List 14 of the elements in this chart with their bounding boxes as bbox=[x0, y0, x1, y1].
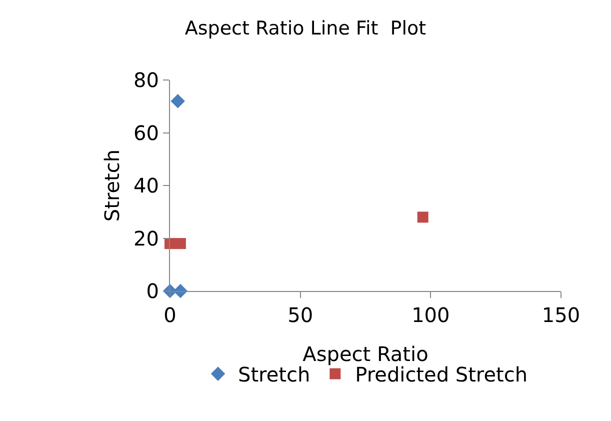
y-tick-label: 0 bbox=[146, 279, 159, 303]
chart-title: Aspect Ratio Line Fit Plot bbox=[184, 17, 426, 40]
x-tick-label: 150 bbox=[542, 303, 580, 327]
point bbox=[174, 238, 186, 250]
y-tick-label: 40 bbox=[134, 174, 159, 198]
point bbox=[170, 94, 185, 108]
x-tick-label: 50 bbox=[288, 303, 314, 327]
point bbox=[417, 212, 428, 223]
x-tick-label: 0 bbox=[164, 303, 176, 327]
y-tick-label: 20 bbox=[134, 226, 159, 250]
y-axis-title: Stretch bbox=[100, 149, 124, 222]
x-tick-label: 100 bbox=[412, 303, 450, 327]
y-tick-label: 60 bbox=[134, 120, 159, 145]
y-tick-label: 80 bbox=[134, 68, 159, 92]
